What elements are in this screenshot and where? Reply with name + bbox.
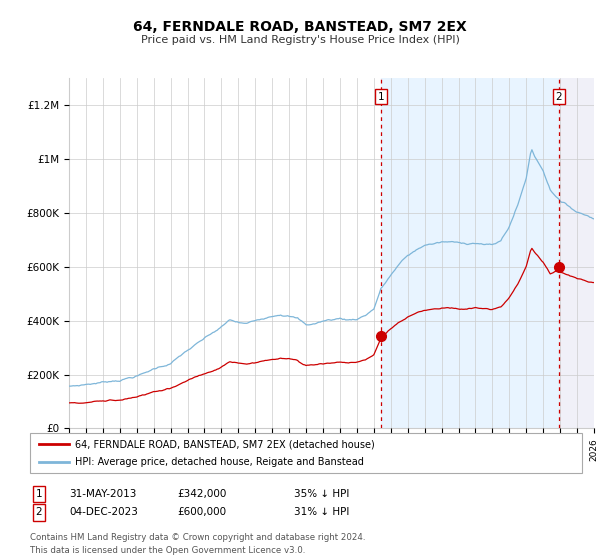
Text: 64, FERNDALE ROAD, BANSTEAD, SM7 2EX (detached house): 64, FERNDALE ROAD, BANSTEAD, SM7 2EX (de… [75,439,375,449]
Text: 2: 2 [35,507,43,517]
Text: £600,000: £600,000 [177,507,226,517]
Text: Contains HM Land Registry data © Crown copyright and database right 2024.
This d: Contains HM Land Registry data © Crown c… [30,533,365,556]
Text: 31% ↓ HPI: 31% ↓ HPI [294,507,349,517]
Text: 64, FERNDALE ROAD, BANSTEAD, SM7 2EX: 64, FERNDALE ROAD, BANSTEAD, SM7 2EX [133,20,467,34]
Text: Price paid vs. HM Land Registry's House Price Index (HPI): Price paid vs. HM Land Registry's House … [140,35,460,45]
Text: 1: 1 [377,92,384,102]
Text: HPI: Average price, detached house, Reigate and Banstead: HPI: Average price, detached house, Reig… [75,457,364,467]
Bar [381,78,559,428]
Bar [559,78,600,428]
Text: £342,000: £342,000 [177,489,226,499]
Text: 2: 2 [556,92,562,102]
Text: 35% ↓ HPI: 35% ↓ HPI [294,489,349,499]
Text: 04-DEC-2023: 04-DEC-2023 [69,507,138,517]
Text: 1: 1 [35,489,43,499]
Text: 31-MAY-2013: 31-MAY-2013 [69,489,136,499]
Bar [559,78,600,428]
